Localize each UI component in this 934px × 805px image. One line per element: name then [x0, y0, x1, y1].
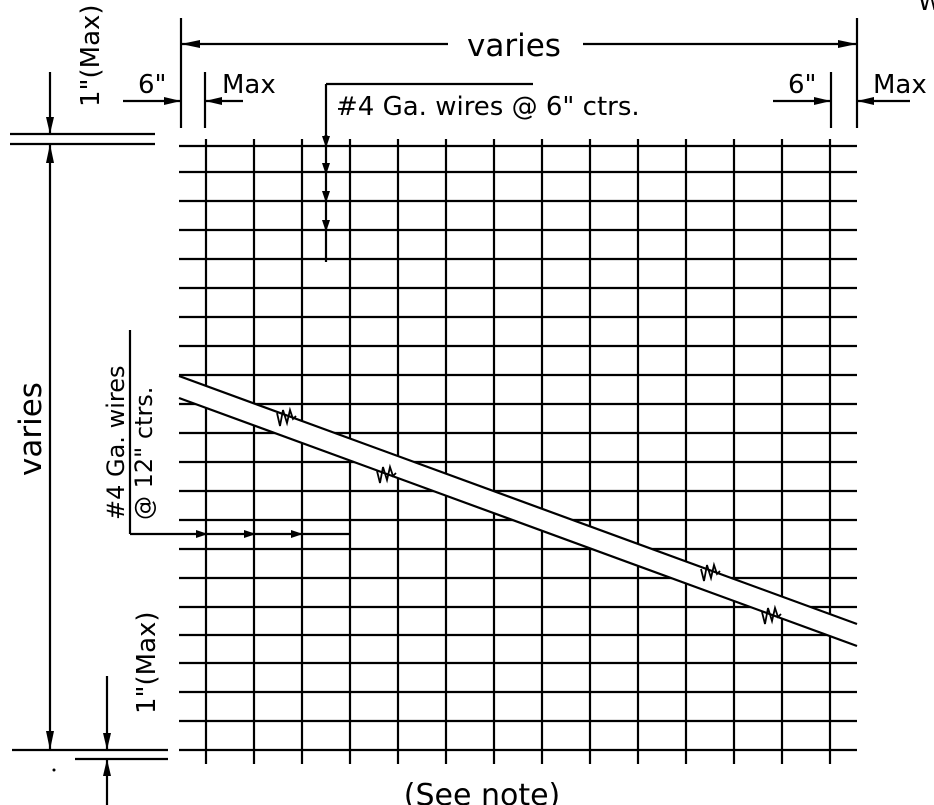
break-band: [178, 374, 858, 648]
top-dimension: [179, 18, 859, 128]
bottom-vertical-max-dimension: [52, 676, 168, 805]
see-note-footnote: (See note): [404, 778, 561, 805]
top-dimension-label: varies: [467, 28, 561, 64]
corner-mark: W: [918, 0, 934, 16]
top-vertical-max-label: 1"(Max): [76, 4, 106, 107]
break-line-upper: [178, 374, 858, 626]
horizontal-wire-callout-leader: [322, 82, 533, 262]
horizontal-wires: [179, 144, 857, 752]
wire-mesh-grid: [179, 139, 857, 764]
left-dimension-label: varies: [13, 382, 49, 476]
top-right-edge-dimension: [773, 72, 910, 128]
top-left-max-label: Max: [222, 70, 276, 100]
break-symbol: [761, 604, 782, 625]
break-line-lower: [178, 396, 858, 648]
break-symbol: [376, 463, 397, 484]
bottom-vertical-max-label: 1"(Max): [132, 611, 162, 714]
vertical-wire-callout-leader: [128, 330, 350, 538]
left-dimension: [10, 132, 168, 752]
break-symbol: [700, 561, 721, 582]
vertical-wire-callout-line2: @ 12" ctrs.: [130, 387, 158, 520]
break-symbol: [276, 406, 297, 427]
top-right-max-label: Max: [873, 70, 927, 100]
vertical-wire-callout-line1: #4 Ga. wires: [102, 366, 130, 520]
top-vertical-max-dimension: [46, 72, 54, 134]
vertical-wires: [204, 139, 832, 764]
top-left-offset-label: 6": [138, 70, 167, 100]
horizontal-wire-callout: #4 Ga. wires @ 6" ctrs.: [336, 92, 640, 122]
top-right-offset-label: 6": [788, 70, 817, 100]
top-left-edge-dimension: [123, 72, 243, 128]
